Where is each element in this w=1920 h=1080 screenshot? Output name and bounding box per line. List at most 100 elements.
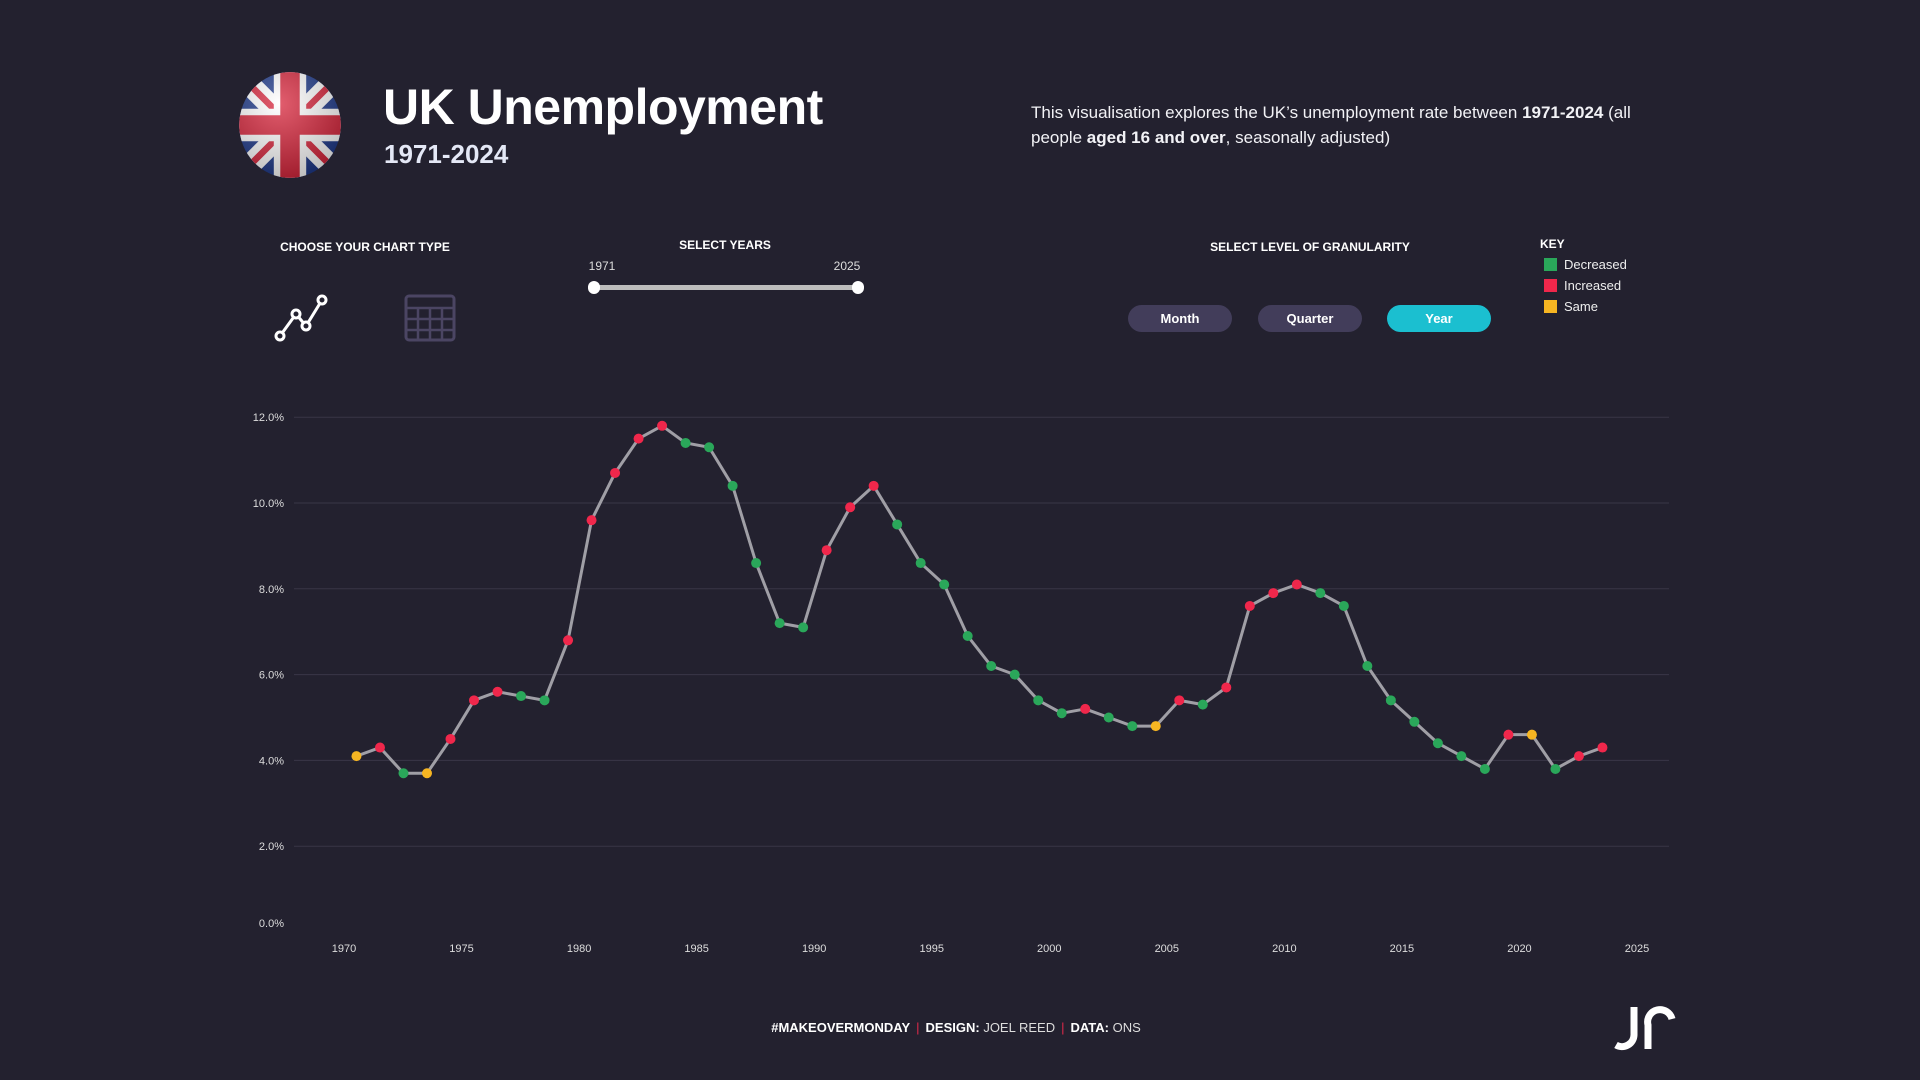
- uk-flag-icon: [239, 72, 341, 178]
- data-point-1972[interactable]: [374, 742, 385, 753]
- footer-tag: #MAKEOVERMONDAY: [771, 1020, 911, 1035]
- data-point-2022[interactable]: [1550, 763, 1561, 774]
- x-tick-label: 1985: [684, 943, 708, 955]
- key-label: Same: [1564, 299, 1598, 314]
- data-point-1997[interactable]: [962, 630, 973, 641]
- year-button[interactable]: Year: [1387, 305, 1491, 332]
- data-point-2019[interactable]: [1479, 763, 1490, 774]
- data-point-2009[interactable]: [1244, 600, 1255, 611]
- y-tick-label: 0.0%: [259, 918, 284, 930]
- slider-end-handle[interactable]: [852, 281, 864, 294]
- data-point-1994[interactable]: [892, 519, 903, 530]
- data-point-2005[interactable]: [1150, 721, 1161, 732]
- data-point-2008[interactable]: [1221, 682, 1232, 693]
- granularity-label: SELECT LEVEL OF GRANULARITY: [1210, 240, 1410, 254]
- x-tick-label: 2025: [1625, 943, 1649, 955]
- data-point-1989[interactable]: [774, 618, 785, 629]
- data-point-1979[interactable]: [539, 695, 550, 706]
- data-point-1986[interactable]: [704, 442, 715, 453]
- data-point-2017[interactable]: [1432, 738, 1443, 749]
- chart-type-label: CHOOSE YOUR CHART TYPE: [280, 240, 450, 254]
- key-label: Decreased: [1564, 257, 1627, 272]
- data-point-2007[interactable]: [1197, 699, 1208, 710]
- description-years: 1971-2024: [1522, 103, 1604, 122]
- y-tick-label: 6.0%: [259, 670, 284, 682]
- data-point-1973[interactable]: [398, 768, 409, 779]
- x-tick-label: 1980: [567, 943, 591, 955]
- key-item-same: Same: [1544, 299, 1598, 314]
- data-point-1985[interactable]: [680, 437, 691, 448]
- divider: |: [916, 1020, 920, 1035]
- data-point-1990[interactable]: [798, 622, 809, 633]
- month-button[interactable]: Month: [1128, 305, 1232, 332]
- slider-start-handle[interactable]: [588, 281, 600, 294]
- key-label: Increased: [1564, 278, 1622, 293]
- data-point-1982[interactable]: [610, 467, 621, 478]
- data-point-1987[interactable]: [727, 480, 738, 491]
- description: This visualisation explores the UK’s une…: [1031, 100, 1681, 150]
- data-point-1998[interactable]: [986, 661, 997, 672]
- data-point-2004[interactable]: [1127, 721, 1138, 732]
- data-point-2001[interactable]: [1056, 708, 1067, 719]
- key-title: KEY: [1540, 237, 1565, 251]
- data-point-1974[interactable]: [421, 768, 432, 779]
- description-text: (all people: [1031, 103, 1631, 147]
- data-point-1976[interactable]: [469, 695, 480, 706]
- data-point-1991[interactable]: [821, 545, 832, 556]
- y-tick-label: 8.0%: [259, 584, 284, 596]
- data-point-1988[interactable]: [751, 558, 762, 569]
- year-range-slider[interactable]: [594, 285, 858, 290]
- x-tick-label: 2015: [1390, 943, 1414, 955]
- description-age: aged 16 and over: [1086, 128, 1226, 147]
- description-text: This visualisation explores the UK’s une…: [1031, 103, 1523, 122]
- x-tick-label: 2020: [1507, 943, 1531, 955]
- data-point-1975[interactable]: [445, 733, 456, 744]
- data-point-2020[interactable]: [1503, 729, 1514, 740]
- table-icon[interactable]: [404, 294, 456, 342]
- data-point-1984[interactable]: [657, 420, 668, 431]
- year-end-label: 2025: [833, 259, 861, 273]
- data-point-2010[interactable]: [1268, 588, 1279, 599]
- data-point-1992[interactable]: [845, 502, 856, 513]
- y-tick-label: 12.0%: [253, 412, 284, 424]
- data-point-2015[interactable]: [1385, 695, 1396, 706]
- x-tick-label: 2010: [1272, 943, 1296, 955]
- quarter-button[interactable]: Quarter: [1258, 305, 1362, 332]
- data-point-2011[interactable]: [1291, 579, 1302, 590]
- data-point-2003[interactable]: [1103, 712, 1114, 723]
- data-point-2021[interactable]: [1526, 729, 1537, 740]
- key-item-decreased: Decreased: [1544, 257, 1627, 272]
- data-point-1996[interactable]: [939, 579, 950, 590]
- data-point-1995[interactable]: [915, 558, 926, 569]
- footer: #MAKEOVERMONDAY | DESIGN: JOEL REED | DATA: …: [771, 1020, 1141, 1035]
- same-swatch: [1544, 300, 1557, 313]
- data-point-2014[interactable]: [1362, 661, 1373, 672]
- data-point-2000[interactable]: [1033, 695, 1044, 706]
- data-point-1993[interactable]: [868, 480, 879, 491]
- data-point-2018[interactable]: [1456, 751, 1467, 762]
- data-point-1981[interactable]: [586, 515, 597, 526]
- line-chart-icon[interactable]: [272, 292, 332, 342]
- data-point-2024[interactable]: [1597, 742, 1608, 753]
- data-point-2006[interactable]: [1174, 695, 1185, 706]
- page-subtitle: 1971-2024: [384, 139, 509, 169]
- divider: |: [1061, 1020, 1065, 1035]
- data-value: ONS: [1108, 1020, 1141, 1035]
- data-point-1971[interactable]: [351, 751, 362, 762]
- x-tick-label: 1990: [802, 943, 826, 955]
- jr-logo: [1614, 1006, 1676, 1051]
- x-tick-label: 1975: [449, 943, 473, 955]
- data-point-2012[interactable]: [1315, 588, 1326, 599]
- data-point-1980[interactable]: [563, 635, 574, 646]
- data-point-1978[interactable]: [516, 691, 527, 702]
- data-point-2016[interactable]: [1409, 716, 1420, 727]
- data-point-2002[interactable]: [1080, 703, 1091, 714]
- series-line: [355, 424, 1603, 775]
- decreased-swatch: [1544, 258, 1557, 271]
- data-point-1983[interactable]: [633, 433, 644, 444]
- data-point-2013[interactable]: [1338, 600, 1349, 611]
- data-point-1977[interactable]: [492, 686, 503, 697]
- data-point-1999[interactable]: [1009, 669, 1020, 680]
- data-point-2023[interactable]: [1573, 751, 1584, 762]
